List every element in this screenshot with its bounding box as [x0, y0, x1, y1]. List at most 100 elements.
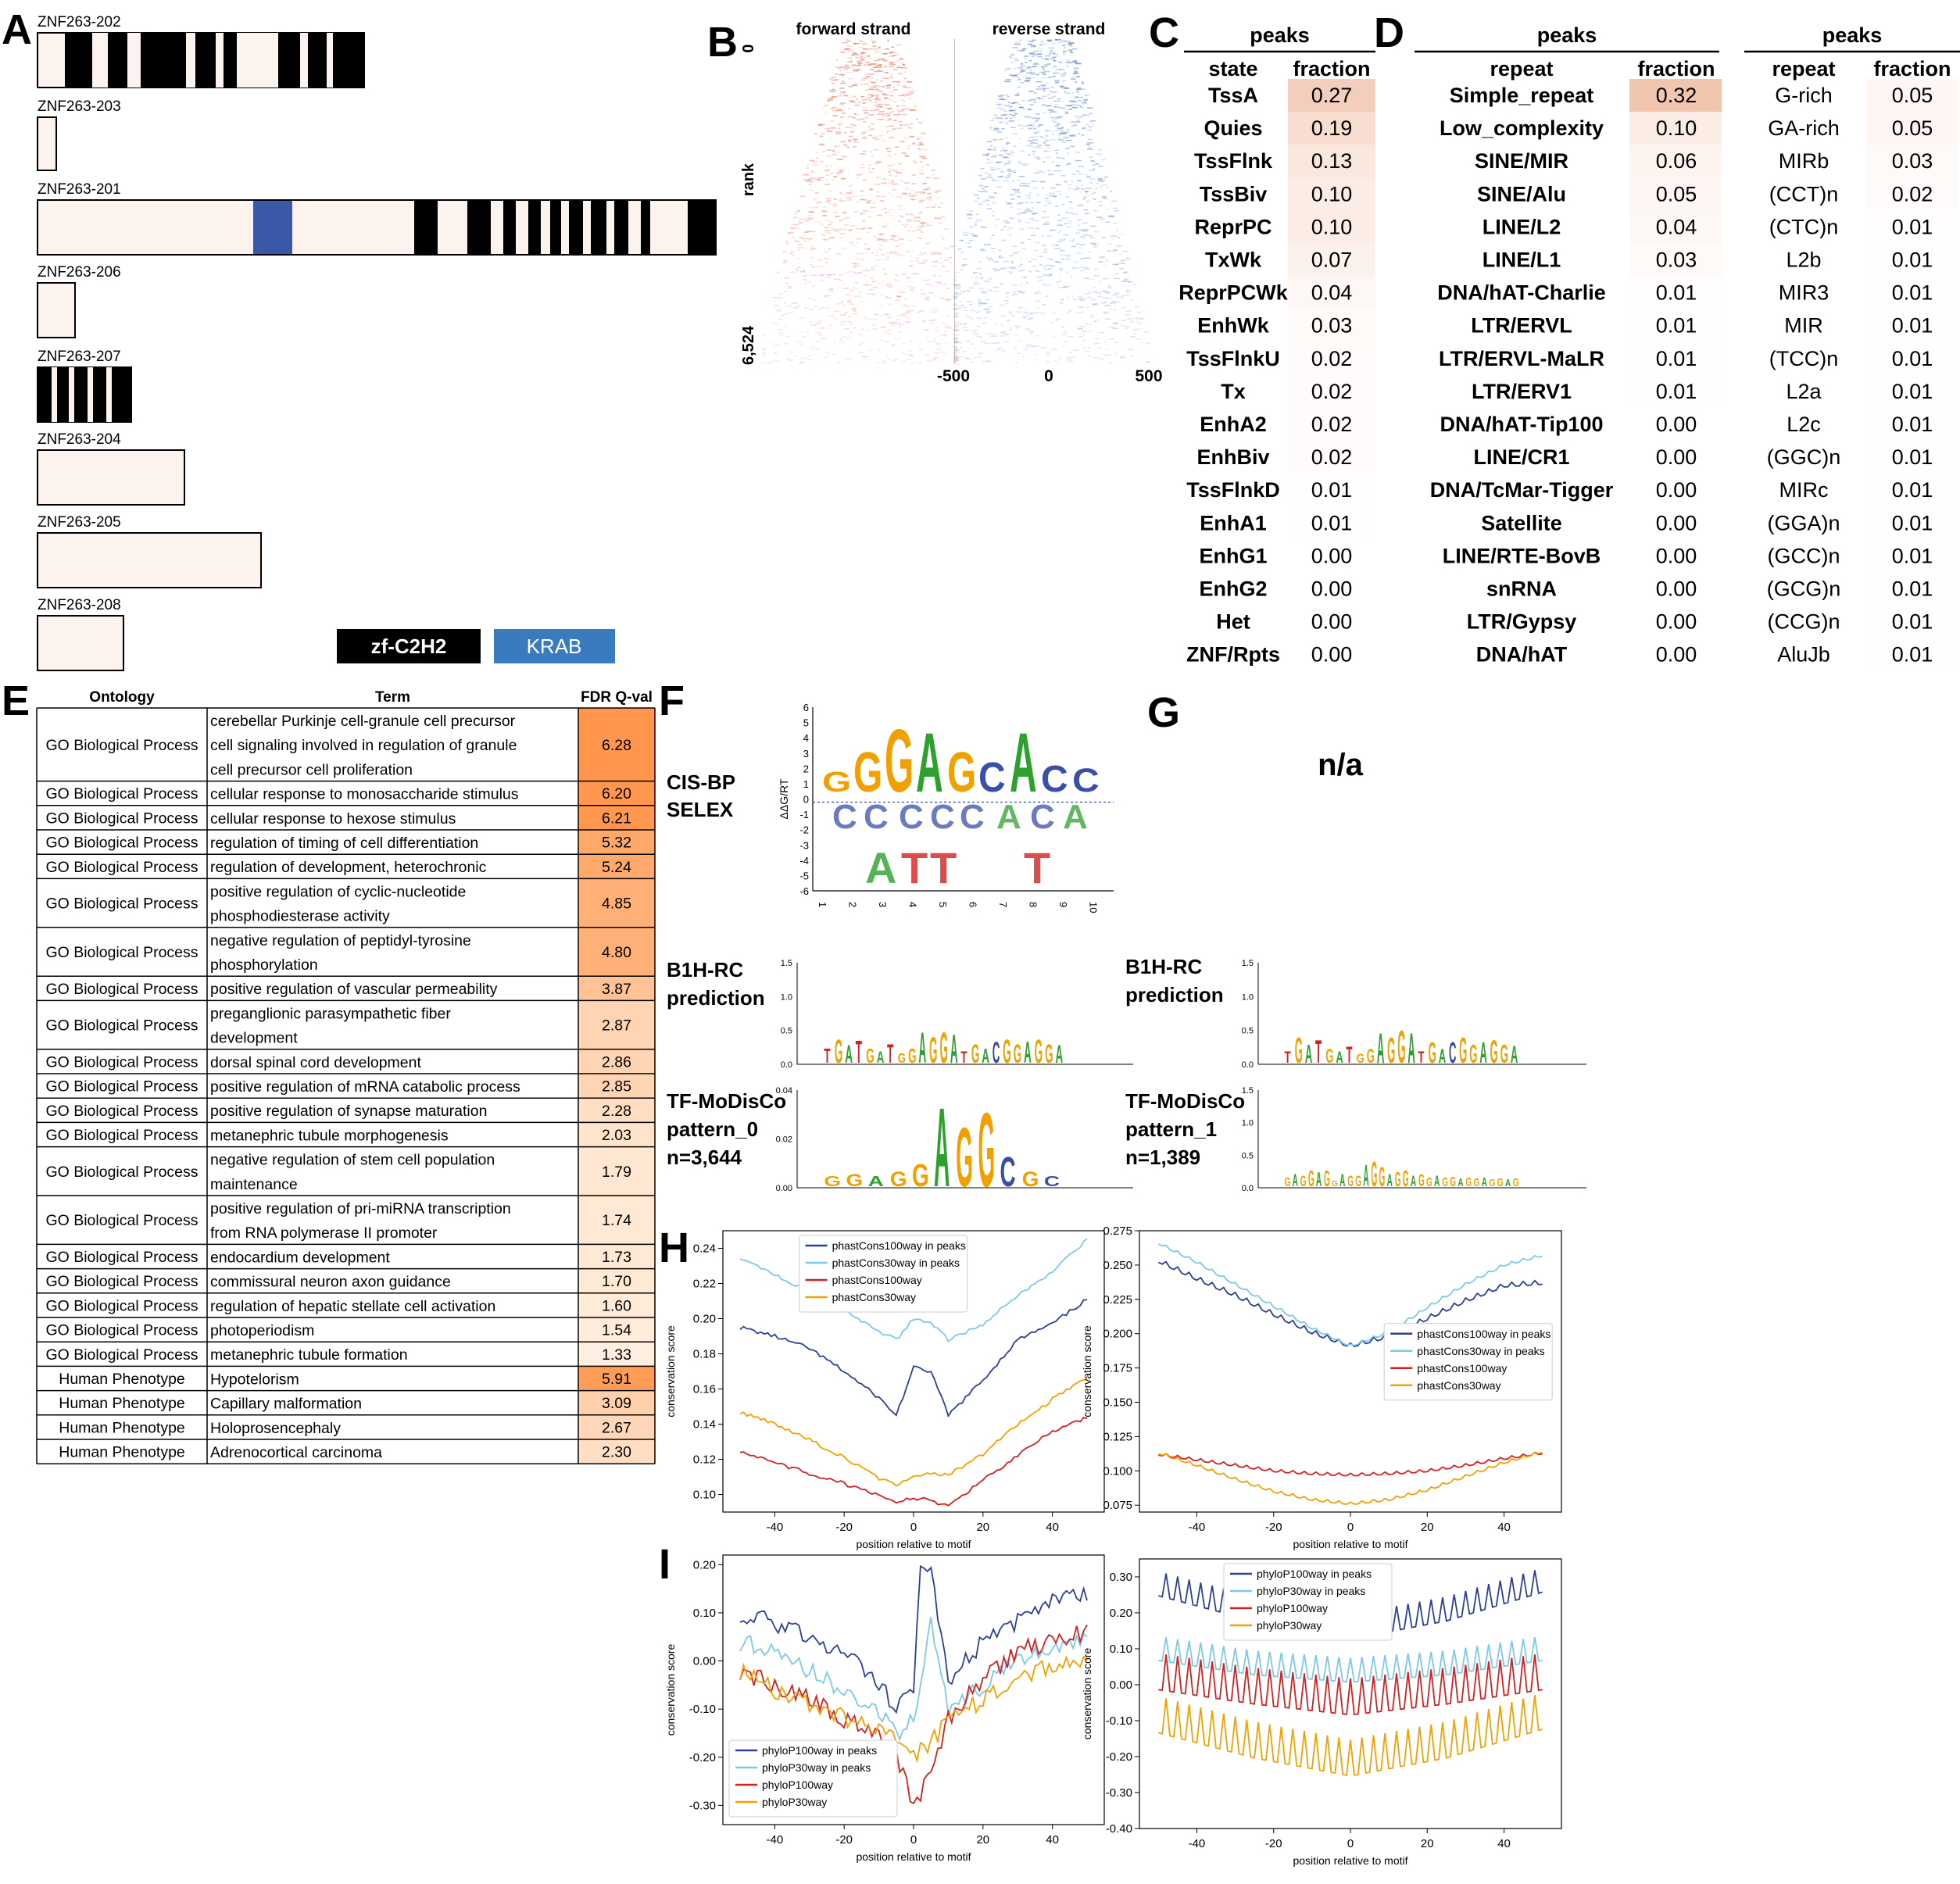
heatmap-cell: [1061, 87, 1068, 89]
heatmap-cell: [1005, 79, 1011, 80]
heatmap-cell: [1104, 318, 1111, 320]
heatmap-cell: [1068, 109, 1073, 110]
heatmap-cell: [909, 198, 915, 200]
heatmap-cell: [1025, 209, 1029, 211]
heatmap-cell: [833, 198, 836, 200]
heatmap-cell: [886, 147, 892, 149]
heatmap-cell: [839, 200, 846, 202]
heatmap-cell: [846, 302, 852, 303]
heatmap-cell: [1037, 158, 1041, 159]
heatmap-cell: [1095, 338, 1099, 340]
heatmap-cell: [1075, 115, 1078, 116]
ontology-cell: Human Phenotype: [59, 1444, 185, 1461]
table-row: MIRb 0.03: [1779, 145, 1958, 178]
heatmap-cell: [1046, 63, 1051, 65]
heatmap-cell: [1049, 259, 1055, 261]
row-name: (GGC)n: [1767, 445, 1841, 469]
heatmap-cell: [1024, 116, 1031, 118]
heatmap-cell: [987, 148, 991, 150]
heatmap-cell: [998, 139, 1000, 141]
modisco1-logo: 1.51.00.50.0 G A G G A G G A G G A G G A G G A G G A G G A G G A G G…: [1242, 1086, 1586, 1194]
heatmap-cell: [881, 239, 886, 241]
heatmap-cell: [904, 299, 907, 300]
heatmap-cell: [826, 174, 829, 176]
logo-letter-g: G: [885, 711, 914, 811]
heatmap-cell: [846, 192, 852, 194]
heatmap-cell: [889, 91, 893, 93]
fdr-cell: 5.32: [602, 835, 631, 852]
heatmap-cell: [875, 65, 882, 67]
heatmap-cell: [783, 263, 787, 264]
heatmap-cell: [1006, 68, 1011, 70]
heatmap-cell: [1128, 281, 1132, 283]
logo-letter-c: C: [832, 798, 857, 836]
heatmap-cell: [989, 306, 993, 308]
heatmap-cell: [829, 120, 835, 122]
heatmap-cell: [844, 67, 847, 69]
heatmap-cell: [875, 195, 881, 198]
heatmap-cell: [906, 250, 910, 252]
heatmap-cell: [834, 145, 836, 148]
zf-gap: [438, 200, 467, 255]
heatmap-cell: [1051, 56, 1057, 59]
heatmap-cell: [1053, 80, 1060, 81]
ontology-cell: GO Biological Process: [45, 1322, 198, 1339]
heatmap-cell: [833, 83, 836, 84]
heatmap-cell: [888, 118, 892, 120]
row-name: TssBiv: [1200, 182, 1268, 206]
fraction-shade: [1866, 112, 1958, 145]
heatmap-cell: [847, 271, 853, 273]
heatmap-cell: [847, 146, 849, 148]
heatmap-cell: [885, 284, 890, 286]
heatmap-cell: [878, 86, 882, 88]
heatmap-cell: [954, 338, 959, 339]
ontology-cell: GO Biological Process: [45, 1212, 198, 1229]
heatmap-cell: [990, 335, 997, 338]
heatmap-cell: [779, 293, 783, 295]
heatmap-cell: [1010, 151, 1014, 153]
row-fraction: 0.03: [1311, 314, 1353, 338]
table-row: (CCG)n 0.01: [1768, 610, 1933, 634]
heatmap-cell: [1035, 113, 1040, 115]
heatmap-cell: [1044, 145, 1051, 146]
heatmap-cell: [954, 284, 960, 286]
heatmap-cell: [1054, 106, 1060, 108]
col-header-name: repeat: [1772, 57, 1835, 80]
heatmap-cell: [954, 321, 960, 323]
heatmap-cell: [824, 170, 831, 171]
heatmap-cell: [885, 48, 889, 50]
heatmap-cell: [882, 225, 889, 227]
heatmap-cell: [853, 146, 857, 148]
y-axis-label: conservation score: [664, 1325, 677, 1417]
logo-letter-c: C: [1041, 759, 1068, 800]
heatmap-cell: [849, 301, 851, 303]
heatmap-cell: [900, 98, 903, 101]
heatmap-cell: [1035, 202, 1041, 204]
heatmap-cell: [817, 124, 821, 127]
heatmap-cell: [820, 338, 824, 340]
heatmap-cell: [1092, 168, 1096, 170]
heatmap-cell: [889, 284, 892, 286]
heatmap-cell: [1078, 229, 1084, 231]
logo-letter-t: T: [901, 843, 928, 892]
heatmap-cell: [1078, 166, 1085, 167]
heatmap-cell: [915, 312, 921, 313]
heatmap-cell: [982, 302, 989, 304]
heatmap-cell: [1107, 301, 1109, 303]
heatmap-cell: [1039, 44, 1043, 45]
heatmap-cell: [1006, 320, 1010, 322]
heatmap-cell: [1114, 207, 1118, 209]
heatmap-cell: [986, 141, 993, 143]
heatmap-cell: [887, 108, 890, 110]
heatmap-cell: [1109, 338, 1114, 340]
heatmap-cell: [839, 73, 845, 76]
heatmap-cell: [871, 81, 876, 84]
heatmap-cell: [946, 288, 951, 289]
heatmap-cell: [1078, 306, 1084, 308]
heatmap-cell: [1013, 171, 1016, 173]
table-row: LINE/RTE-BovB 0.00: [1443, 544, 1697, 567]
modisco1-label-line1: TF-MoDisCo: [1125, 1089, 1245, 1113]
